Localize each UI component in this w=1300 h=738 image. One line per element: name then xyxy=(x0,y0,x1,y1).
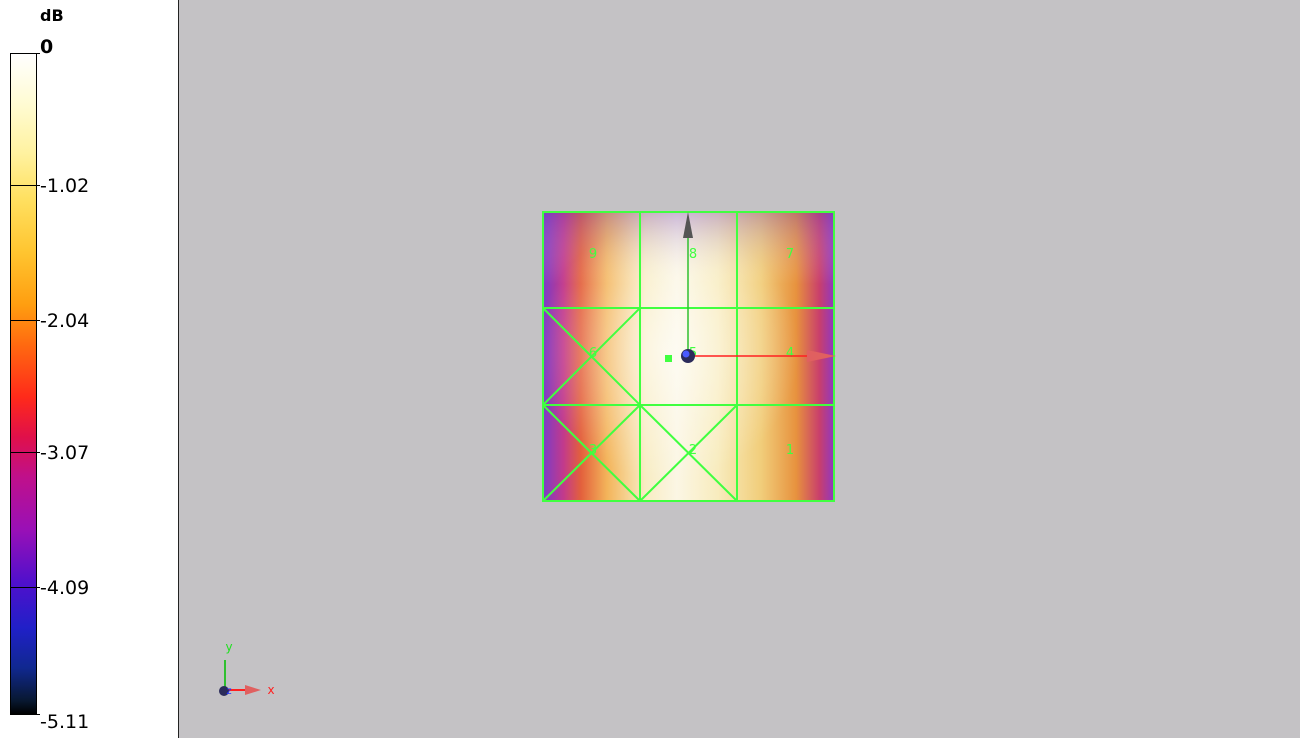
cell-label: 7 xyxy=(786,247,794,262)
source-marker xyxy=(665,355,672,362)
cell-label: 3 xyxy=(589,443,597,458)
cell-label: 9 xyxy=(589,247,597,262)
cell-label: 8 xyxy=(689,247,697,262)
legend-tick xyxy=(10,587,40,588)
triad-y-label: y xyxy=(225,640,232,654)
color-scale-legend: dB 0 -1.02 -2.04 -3.07 -4.09 -5.11 xyxy=(0,0,178,738)
triad-z-label: z xyxy=(226,686,231,697)
3d-viewport[interactable]: 9 8 7 6 5 4 3 2 1 y x z xyxy=(178,0,1300,738)
legend-color-bar xyxy=(10,53,37,715)
legend-tick-label: -5.11 xyxy=(40,711,90,733)
legend-tick xyxy=(10,452,40,453)
triad-x-label: x xyxy=(267,683,274,697)
legend-tick-label: -3.07 xyxy=(40,442,90,464)
legend-unit-label: dB xyxy=(40,6,64,25)
x-axis-arrowhead xyxy=(807,350,836,362)
scene-canvas[interactable]: 9 8 7 6 5 4 3 2 1 y x z xyxy=(179,0,1300,738)
orientation-triad: y x z xyxy=(219,640,275,697)
legend-tick xyxy=(10,320,40,321)
cell-label: 4 xyxy=(786,346,794,361)
cell-label: 1 xyxy=(786,443,794,458)
legend-tick xyxy=(10,185,40,186)
legend-tick-label: -1.02 xyxy=(40,175,90,197)
cell-label: 2 xyxy=(689,443,697,458)
legend-tick-label: -2.04 xyxy=(40,310,90,332)
origin-axes xyxy=(665,212,836,363)
cell-label: 6 xyxy=(589,346,597,361)
legend-tick-label: 0 xyxy=(40,36,54,58)
legend-tick xyxy=(10,714,40,715)
legend-tick xyxy=(10,53,40,54)
y-axis-arrowhead xyxy=(683,212,693,238)
legend-tick-label: -4.09 xyxy=(40,577,90,599)
